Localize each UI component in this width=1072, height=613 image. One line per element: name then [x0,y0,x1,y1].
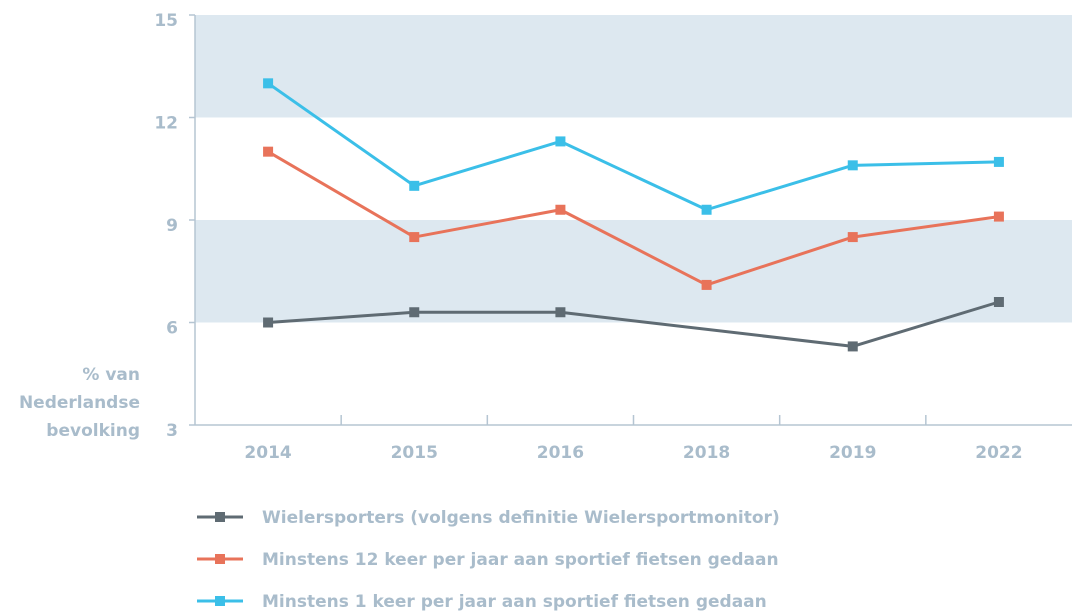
grid-band [195,220,1072,323]
marker [409,232,420,243]
line-segment [413,139,561,188]
line-segment [267,82,416,188]
line-segment [706,163,854,212]
marker [555,307,566,318]
x-tick-label: 2016 [537,443,584,463]
line-segment [559,140,708,212]
y-axis-label: bevolking [46,421,140,441]
legend-label: Minstens 12 keer per jaar aan sportief f… [262,550,779,570]
line-segment [559,208,708,287]
marker [847,341,858,352]
x-tick-label: 2019 [829,443,876,463]
marker [701,204,712,215]
legend-marker [215,554,225,564]
marker [263,146,274,157]
grid-band [195,15,1072,118]
line-segment [706,235,854,287]
marker [847,232,858,243]
y-axis-label: % van [82,365,140,385]
legend-marker [215,596,225,606]
line-segment [560,310,853,348]
legend-label: Wielersporters (volgens definitie Wieler… [262,508,780,528]
marker [993,211,1004,222]
x-tick-label: 2022 [975,443,1022,463]
y-tick-label: 15 [154,11,178,31]
marker [993,297,1004,307]
legend-marker [215,512,225,522]
line-segment [413,208,561,239]
marker [555,204,566,215]
line-segment [267,150,416,239]
marker [847,160,858,171]
line-segment [267,310,415,324]
marker [555,136,566,147]
y-axis-label: Nederlandse [19,393,140,413]
marker [409,180,420,191]
y-tick-label: 3 [166,421,178,441]
line-segment [852,215,1000,239]
marker [993,156,1004,167]
marker [701,279,712,290]
line-segment [852,160,999,167]
marker [409,307,420,318]
x-tick-label: 2018 [683,443,730,463]
legend-label: Minstens 1 keer per jaar aan sportief fi… [262,592,767,612]
x-tick-label: 2014 [244,443,291,463]
y-tick-label: 12 [154,114,178,134]
x-tick-label: 2015 [391,443,438,463]
line-segment [852,300,1000,348]
y-tick-label: 6 [166,319,178,339]
marker [263,78,274,89]
y-tick-label: 9 [166,216,178,236]
marker [263,317,274,328]
